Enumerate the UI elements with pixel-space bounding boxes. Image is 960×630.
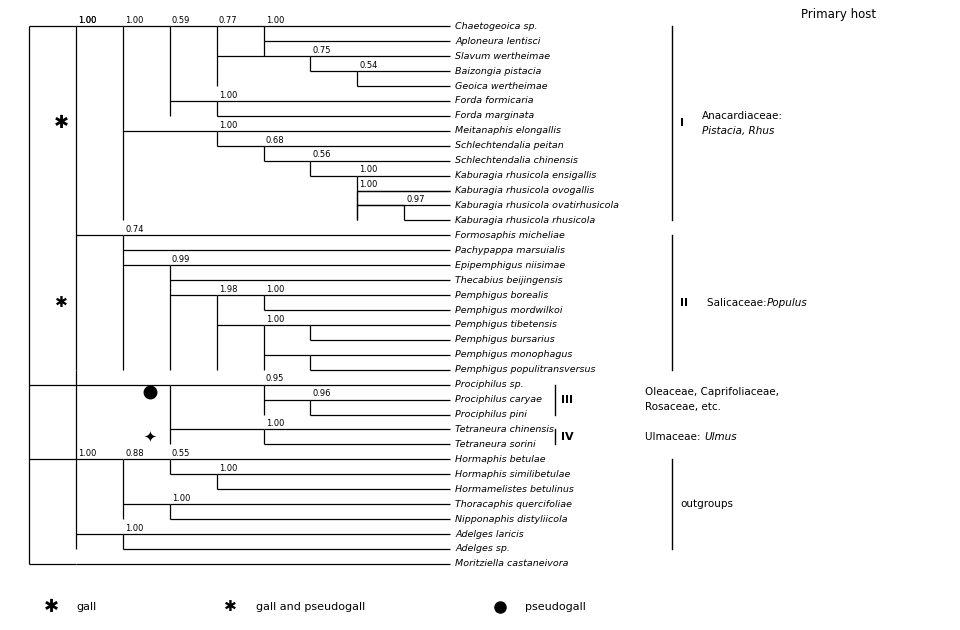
- Text: Meitanaphis elongallis: Meitanaphis elongallis: [455, 127, 561, 135]
- Text: Slavum wertheimae: Slavum wertheimae: [455, 52, 550, 60]
- Text: 1.00: 1.00: [219, 91, 237, 100]
- Text: Prociphilus sp.: Prociphilus sp.: [455, 380, 524, 389]
- Text: 1.00: 1.00: [78, 16, 97, 25]
- Text: 0.88: 0.88: [125, 449, 144, 458]
- Text: Hormamelistes betulinus: Hormamelistes betulinus: [455, 484, 574, 494]
- Text: 1.98: 1.98: [219, 285, 237, 294]
- Text: Moritziella castaneivora: Moritziella castaneivora: [455, 559, 568, 568]
- Text: 1.00: 1.00: [78, 449, 97, 458]
- Text: Pemphigus tibetensis: Pemphigus tibetensis: [455, 321, 557, 329]
- Text: Tetraneura sorini: Tetraneura sorini: [455, 440, 536, 449]
- Text: Thecabius beijingensis: Thecabius beijingensis: [455, 276, 563, 285]
- Text: outgroups: outgroups: [681, 499, 733, 509]
- Text: Schlechtendalia chinensis: Schlechtendalia chinensis: [455, 156, 578, 165]
- Text: 1.00: 1.00: [359, 166, 377, 175]
- Text: Pemphigus bursarius: Pemphigus bursarius: [455, 335, 555, 345]
- Text: 1.00: 1.00: [359, 180, 377, 190]
- Text: Kaburagia rhusicola ovogallis: Kaburagia rhusicola ovogallis: [455, 186, 594, 195]
- Text: ✱: ✱: [55, 295, 67, 310]
- Text: Pemphigus populitransversus: Pemphigus populitransversus: [455, 365, 595, 374]
- Text: 1.00: 1.00: [266, 420, 284, 428]
- Text: Baizongia pistacia: Baizongia pistacia: [455, 67, 541, 76]
- Text: Kaburagia rhusicola ovatirhusicola: Kaburagia rhusicola ovatirhusicola: [455, 201, 619, 210]
- Text: Pistacia, Rhus: Pistacia, Rhus: [703, 126, 775, 136]
- Text: Anacardiaceae:: Anacardiaceae:: [703, 111, 783, 121]
- Text: 0.56: 0.56: [313, 151, 331, 159]
- Text: Pemphigus borealis: Pemphigus borealis: [455, 290, 548, 300]
- Text: II: II: [681, 297, 688, 307]
- Text: gall and pseudogall: gall and pseudogall: [255, 602, 365, 612]
- Text: Pemphigus monophagus: Pemphigus monophagus: [455, 350, 572, 359]
- Text: Kaburagia rhusicola rhusicola: Kaburagia rhusicola rhusicola: [455, 216, 595, 225]
- Text: Geoica wertheimae: Geoica wertheimae: [455, 81, 548, 91]
- Text: 0.68: 0.68: [266, 135, 284, 144]
- Text: 0.59: 0.59: [172, 16, 190, 25]
- Text: Nipponaphis distyliicola: Nipponaphis distyliicola: [455, 515, 567, 524]
- Text: 1.00: 1.00: [219, 120, 237, 130]
- Text: 0.95: 0.95: [266, 374, 284, 384]
- Text: IV: IV: [561, 432, 573, 442]
- Text: pseudogall: pseudogall: [525, 602, 586, 612]
- Text: ✦: ✦: [144, 430, 156, 444]
- Text: 0.96: 0.96: [313, 389, 331, 398]
- Text: III: III: [561, 394, 573, 404]
- Text: Ulmus: Ulmus: [705, 432, 737, 442]
- Text: 1.00: 1.00: [172, 494, 190, 503]
- Text: 1.00: 1.00: [78, 16, 97, 25]
- Text: Prociphilus pini: Prociphilus pini: [455, 410, 527, 419]
- Text: Populus: Populus: [767, 297, 808, 307]
- Text: Adelges laricis: Adelges laricis: [455, 530, 524, 539]
- Text: 0.54: 0.54: [359, 61, 377, 70]
- Text: Pemphigus mordwilkoi: Pemphigus mordwilkoi: [455, 306, 563, 314]
- Text: 0.77: 0.77: [219, 16, 237, 25]
- Text: Schlechtendalia peitan: Schlechtendalia peitan: [455, 141, 564, 150]
- Text: Pachypappa marsuialis: Pachypappa marsuialis: [455, 246, 565, 255]
- Text: Hormaphis similibetulae: Hormaphis similibetulae: [455, 470, 570, 479]
- Text: 1.00: 1.00: [266, 285, 284, 294]
- Text: Prociphilus caryae: Prociphilus caryae: [455, 395, 542, 404]
- Text: Aploneura lentisci: Aploneura lentisci: [455, 37, 540, 46]
- Text: 1.00: 1.00: [266, 16, 284, 25]
- Text: Hormaphis betulae: Hormaphis betulae: [455, 455, 545, 464]
- Text: 0.97: 0.97: [406, 195, 424, 204]
- Text: Forda marginata: Forda marginata: [455, 112, 535, 120]
- Text: Adelges sp.: Adelges sp.: [455, 544, 510, 554]
- Text: Epipemphigus niisimae: Epipemphigus niisimae: [455, 261, 565, 270]
- Text: ✱: ✱: [225, 599, 237, 614]
- Text: Rosaceae, etc.: Rosaceae, etc.: [644, 402, 721, 412]
- Text: Primary host: Primary host: [802, 8, 876, 21]
- Text: Oleaceae, Caprifoliaceae,: Oleaceae, Caprifoliaceae,: [644, 387, 779, 397]
- Text: Ulmaceae:: Ulmaceae:: [644, 432, 704, 442]
- Text: Tetraneura chinensis: Tetraneura chinensis: [455, 425, 554, 434]
- Text: 1.00: 1.00: [125, 524, 143, 533]
- Text: ✱: ✱: [54, 115, 69, 132]
- Text: 0.99: 0.99: [172, 255, 190, 264]
- Text: 1.00: 1.00: [266, 315, 284, 324]
- Text: Forda formicaria: Forda formicaria: [455, 96, 534, 105]
- Text: ✱: ✱: [44, 598, 59, 616]
- Text: Thoracaphis quercifoliae: Thoracaphis quercifoliae: [455, 500, 572, 508]
- Text: gall: gall: [76, 602, 96, 612]
- Text: Salicaceae:: Salicaceae:: [708, 297, 770, 307]
- Text: Chaetogeoica sp.: Chaetogeoica sp.: [455, 22, 538, 31]
- Text: 1.00: 1.00: [219, 464, 237, 473]
- Text: 0.55: 0.55: [172, 449, 190, 458]
- Text: I: I: [681, 118, 684, 129]
- Text: 0.74: 0.74: [125, 225, 144, 234]
- Text: Formosaphis micheliae: Formosaphis micheliae: [455, 231, 564, 240]
- Text: Kaburagia rhusicola ensigallis: Kaburagia rhusicola ensigallis: [455, 171, 596, 180]
- Text: 1.00: 1.00: [125, 16, 143, 25]
- Text: 0.75: 0.75: [313, 46, 331, 55]
